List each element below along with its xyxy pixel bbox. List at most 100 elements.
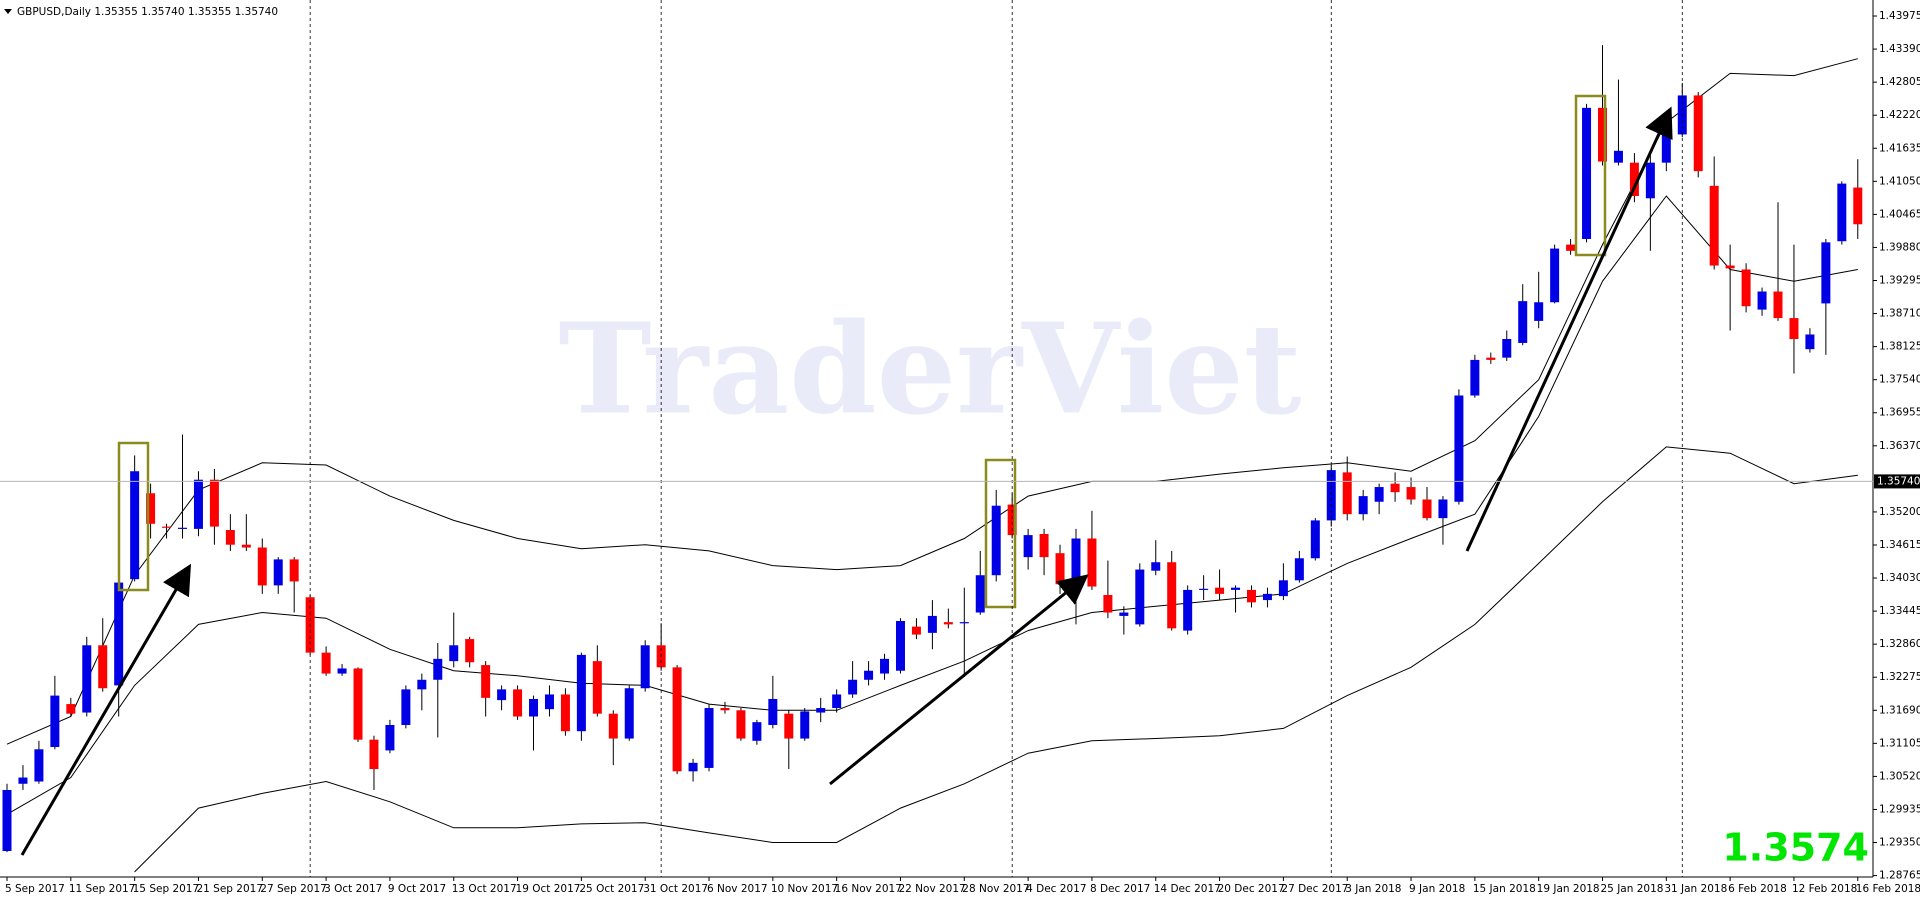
- candle-body: [257, 547, 267, 586]
- y-tick-label: 1.36370: [1879, 440, 1920, 452]
- candle-body: [193, 479, 203, 529]
- candle-body: [1262, 593, 1272, 601]
- candle-body: [544, 694, 554, 710]
- bands: [6, 58, 1858, 873]
- candle-body: [513, 689, 523, 717]
- candle-body: [82, 645, 92, 713]
- candle-body: [1103, 594, 1113, 613]
- candle-body: [1645, 162, 1655, 199]
- candle-body: [1310, 520, 1320, 559]
- candle-body: [209, 479, 219, 527]
- band-upper: [6, 58, 1858, 745]
- candle-body: [66, 704, 76, 714]
- candle-body: [34, 749, 44, 782]
- candle-body: [273, 559, 283, 586]
- x-tick-label: 16 Nov 2017: [835, 883, 902, 895]
- candle-body: [1805, 334, 1815, 350]
- candle-body: [1454, 395, 1464, 502]
- candle-body: [688, 762, 698, 772]
- candle-body: [1231, 587, 1241, 590]
- x-tick-label: 16 Feb 2018: [1856, 883, 1920, 895]
- candle-body: [1199, 588, 1209, 590]
- candle-body: [497, 689, 507, 701]
- candle-body: [1151, 562, 1161, 571]
- y-tick-label: 1.35200: [1879, 506, 1920, 518]
- candle-body: [18, 777, 28, 784]
- candle-body: [225, 530, 235, 545]
- menu-triangle[interactable]: [4, 9, 12, 14]
- y-tick-label: 1.31690: [1879, 704, 1920, 716]
- candle-body: [1087, 538, 1097, 587]
- y-tick-label: 1.42220: [1879, 109, 1920, 121]
- candle-body: [1773, 291, 1783, 319]
- y-tick-label: 1.32275: [1879, 671, 1920, 683]
- x-tick-label: 19 Oct 2017: [516, 883, 581, 895]
- y-tick-label: 1.41635: [1879, 142, 1920, 154]
- candle-body: [864, 670, 874, 680]
- candle-body: [1566, 244, 1576, 251]
- candle-body: [1183, 589, 1193, 631]
- candle-body: [465, 639, 475, 663]
- x-tick-label: 28 Nov 2017: [962, 883, 1029, 895]
- candle-body: [1837, 183, 1847, 242]
- candle-body: [146, 493, 156, 524]
- candle-body: [1071, 538, 1081, 582]
- candle-body: [130, 471, 140, 580]
- candle-body: [848, 679, 858, 695]
- candle-body: [959, 622, 969, 624]
- x-tick-label: 27 Sep 2017: [260, 883, 327, 895]
- candle-body: [529, 698, 539, 717]
- candle-body: [1390, 483, 1400, 493]
- candle-body: [768, 698, 778, 725]
- candle-body: [1693, 95, 1703, 172]
- candle-body: [1534, 302, 1544, 321]
- candle-body: [1278, 580, 1288, 597]
- candle-body: [50, 695, 60, 748]
- candle-body: [241, 544, 251, 548]
- candle-body: [1406, 487, 1416, 500]
- chart-title: GBPUSD,Daily 1.35355 1.35740 1.35355 1.3…: [17, 6, 278, 18]
- highlight-box: [984, 458, 1017, 609]
- x-tick-label: 9 Oct 2017: [388, 883, 446, 895]
- candle-body: [1598, 107, 1607, 162]
- x-tick-label: 14 Dec 2017: [1154, 883, 1221, 895]
- candle-body: [1039, 533, 1049, 558]
- candle-body: [321, 652, 331, 674]
- candle-body: [1757, 291, 1767, 310]
- candle-body: [592, 661, 602, 714]
- x-tick-label: 15 Jan 2018: [1473, 883, 1536, 895]
- candle-body: [1422, 499, 1432, 519]
- candle-body: [433, 658, 443, 680]
- candle-body: [1502, 338, 1512, 358]
- candle-body: [1789, 318, 1799, 339]
- x-tick-label: 8 Dec 2017: [1090, 883, 1150, 895]
- y-tick-label: 1.32860: [1879, 638, 1920, 650]
- candle-body: [1661, 134, 1671, 163]
- candle-body: [895, 620, 905, 671]
- candle-body: [1358, 496, 1368, 515]
- candle-body: [385, 724, 395, 751]
- x-tick-label: 21 Sep 2017: [196, 883, 263, 895]
- y-tick-label: 1.34615: [1879, 539, 1920, 551]
- candle-body: [1246, 589, 1256, 603]
- candle-body: [449, 645, 459, 662]
- y-tick-label: 1.31105: [1879, 737, 1920, 749]
- candle-body: [1629, 162, 1639, 197]
- x-tick-label: 22 Nov 2017: [898, 883, 965, 895]
- candle-body: [114, 582, 124, 686]
- y-tick-label: 1.37540: [1879, 374, 1920, 386]
- candle-body: [1613, 150, 1623, 163]
- y-tick-label: 1.36955: [1879, 407, 1920, 419]
- x-tick-label: 5 Sep 2017: [5, 883, 65, 895]
- trend-arrow: [1465, 106, 1673, 552]
- y-tick-label: 1.38710: [1879, 308, 1920, 320]
- candle-body: [1023, 535, 1033, 558]
- candle-body: [560, 694, 570, 732]
- trend-arrow: [829, 574, 1089, 786]
- candle-body: [832, 694, 842, 709]
- x-tick-label: 12 Feb 2018: [1792, 883, 1857, 895]
- candle-body: [784, 713, 794, 739]
- candle-body: [481, 665, 491, 698]
- x-tick-label: 11 Sep 2017: [69, 883, 136, 895]
- candle-body: [178, 527, 188, 529]
